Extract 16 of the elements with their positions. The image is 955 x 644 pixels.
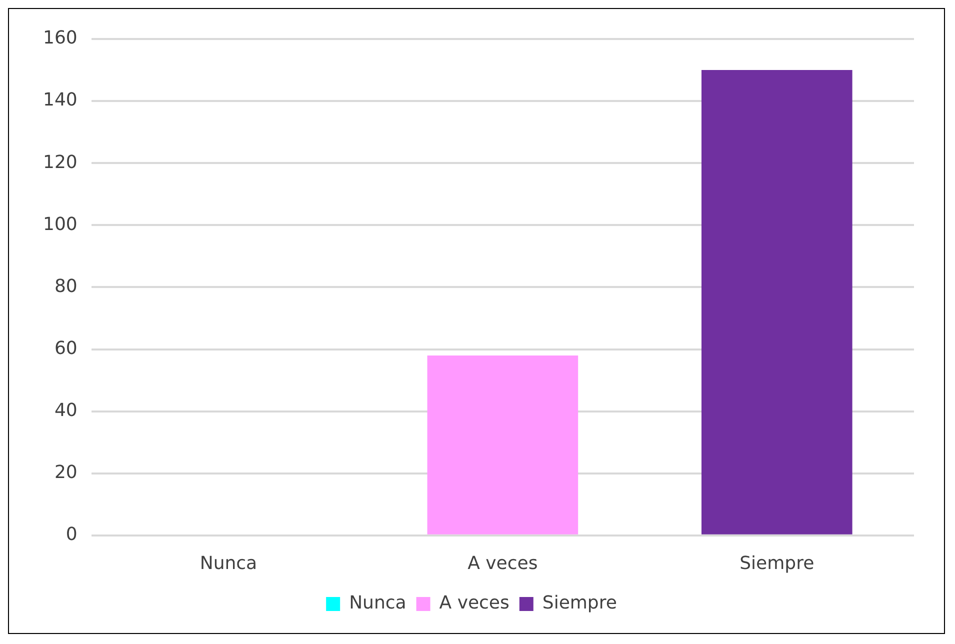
chart-frame: Nunca A veces Siempre Nunca A veces Siempre 0 20 40 60 80 100 120 140 160 (8, 8, 945, 634)
x-tick-label: Nunca (200, 552, 258, 574)
y-tick-label: 40 (54, 400, 78, 421)
y-tick-label: 140 (42, 90, 78, 111)
y-tick-label: 160 (42, 28, 78, 49)
y-tick-label: 60 (54, 338, 78, 359)
legend-label: Nunca (349, 592, 406, 614)
y-tick-label: 100 (42, 214, 78, 235)
y-tick-label: 0 (66, 524, 78, 546)
y-tick-label: 80 (54, 276, 78, 297)
x-tick-label: Siempre (740, 552, 814, 574)
y-tick-label: 20 (54, 462, 78, 484)
y-tick-label: 120 (42, 152, 78, 173)
x-tick-label: A veces (468, 552, 538, 574)
legend-label: Siempre (542, 592, 617, 614)
legend-label: A veces (439, 592, 510, 614)
